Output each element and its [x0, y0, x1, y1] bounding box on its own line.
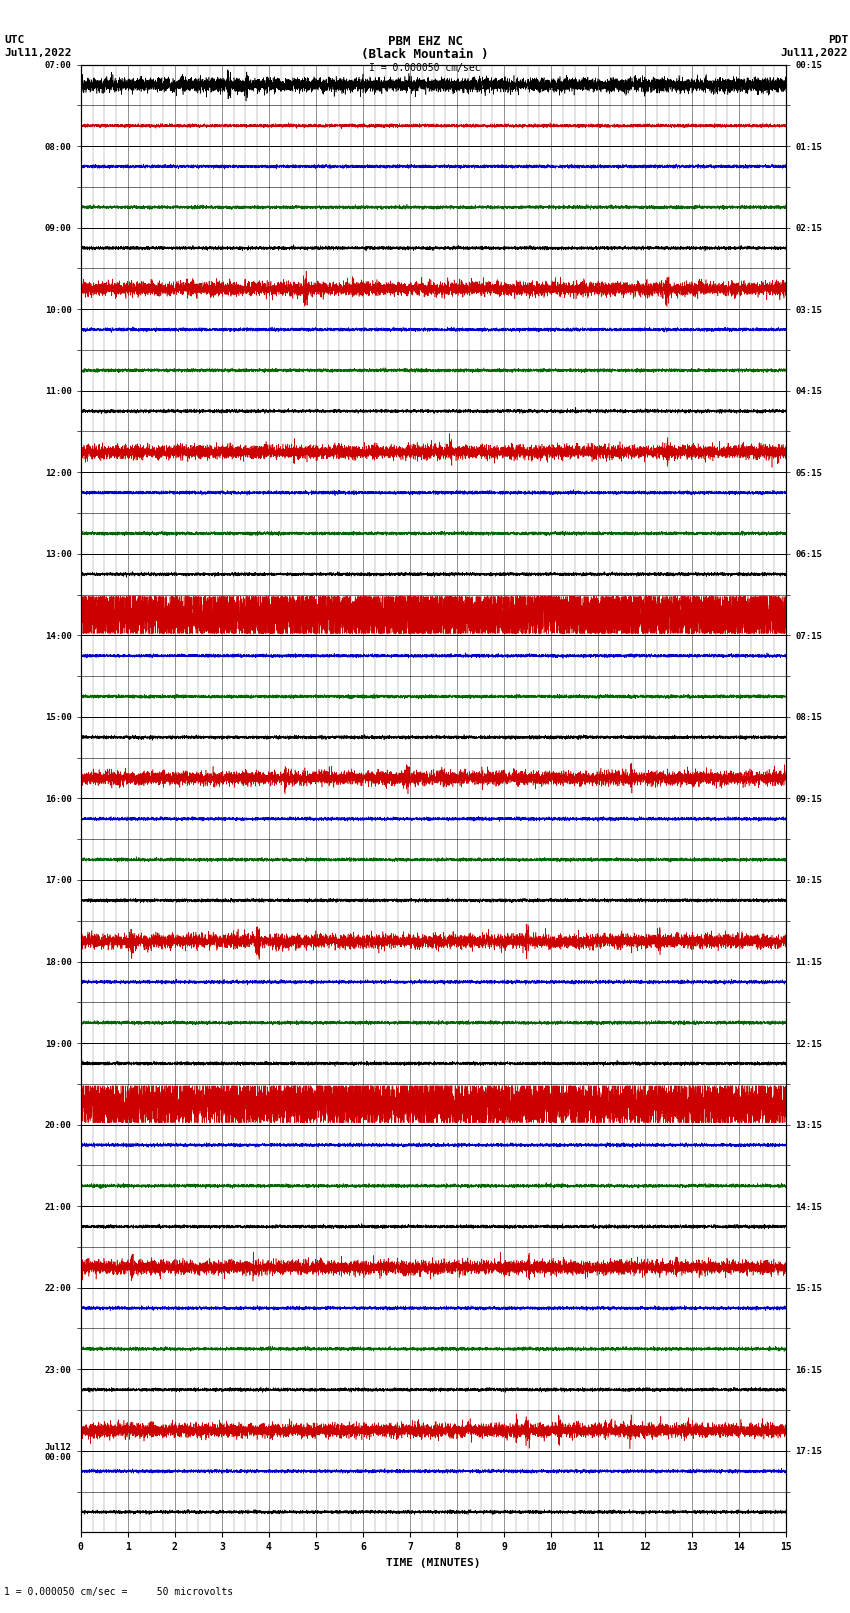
Text: 1 = 0.000050 cm/sec =     50 microvolts: 1 = 0.000050 cm/sec = 50 microvolts [4, 1587, 234, 1597]
X-axis label: TIME (MINUTES): TIME (MINUTES) [386, 1558, 481, 1568]
Text: UTC: UTC [4, 35, 25, 45]
Text: Jul11,2022: Jul11,2022 [781, 48, 848, 58]
Text: I = 0.000050 cm/sec: I = 0.000050 cm/sec [369, 63, 481, 73]
Text: Jul11,2022: Jul11,2022 [4, 48, 71, 58]
Text: PBM EHZ NC: PBM EHZ NC [388, 35, 462, 48]
Text: PDT: PDT [828, 35, 848, 45]
Text: (Black Mountain ): (Black Mountain ) [361, 48, 489, 61]
